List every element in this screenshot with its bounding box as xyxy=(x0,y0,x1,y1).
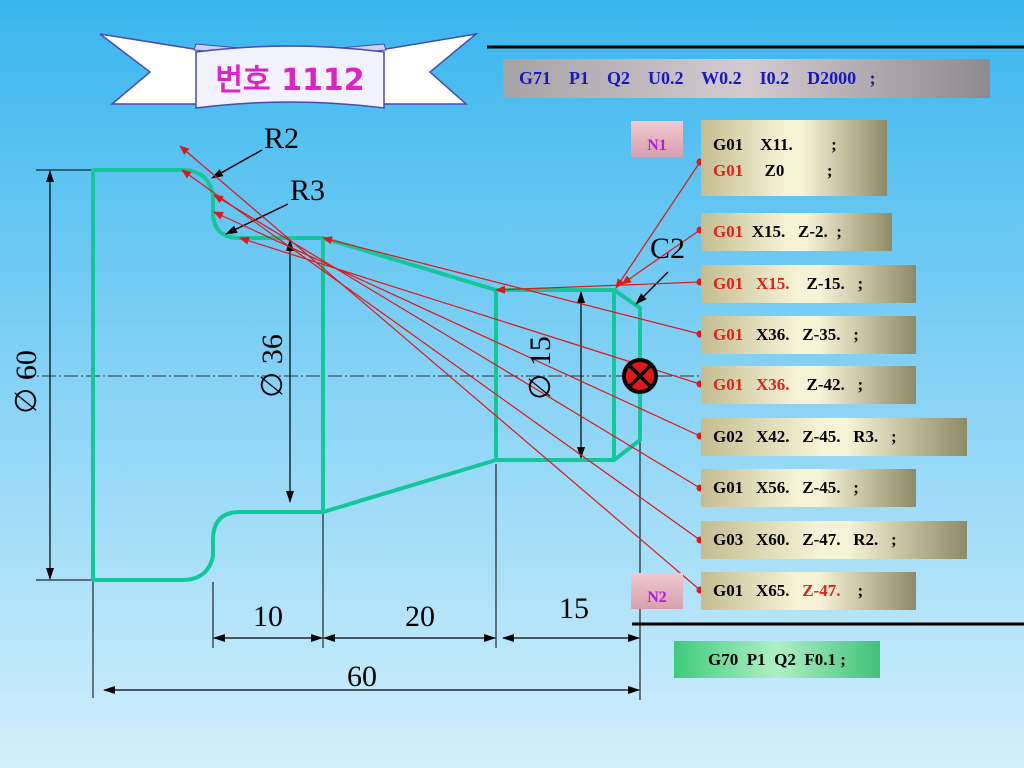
n1-tag: N1 xyxy=(631,121,683,157)
origin-marker-icon xyxy=(622,358,658,394)
radius-label-r2: R2 xyxy=(264,122,299,155)
program-line: G01 Z0 ; xyxy=(713,161,833,181)
code-token: Z-42. ; xyxy=(789,375,864,394)
program-block: G01 X15. Z-15. ; xyxy=(701,265,916,303)
program-line: G01 X56. Z-45. ; xyxy=(713,478,859,498)
code-token-highlight: X15. xyxy=(755,274,790,293)
code-token-highlight: Z-47. xyxy=(802,581,841,600)
code-token-highlight: G01 xyxy=(713,161,744,180)
program-block: G01 X15. Z-2. ; xyxy=(701,213,892,251)
g71-cycle-code: G71 P1 Q2 U0.2 W0.2 I0.2 D2000 ; xyxy=(503,59,990,98)
code-token-highlight: G01 xyxy=(713,325,744,344)
diameter-label-36: ∅ 36 xyxy=(256,334,289,398)
code-token: ; xyxy=(784,161,833,180)
radius-label-r3: R3 xyxy=(290,174,325,207)
code-token: G01 X11. xyxy=(713,135,793,154)
code-token: Z0 xyxy=(743,161,785,180)
code-token-highlight: G01 xyxy=(713,274,744,293)
length-label-20: 20 xyxy=(405,600,435,633)
program-block: G01 X36. Z-35. ; xyxy=(701,316,916,354)
page-title: 번호 1112 xyxy=(215,63,364,98)
title-ribbon xyxy=(99,32,479,109)
code-token-highlight: X36. xyxy=(755,375,790,394)
code-token: G01 X65. xyxy=(713,581,803,600)
code-token: ; xyxy=(792,135,837,154)
program-block: G01 X56. Z-45. ; xyxy=(701,469,916,507)
program-block: G01 X36. Z-42. ; xyxy=(701,366,916,404)
radius-leaders xyxy=(211,149,669,305)
program-line: G01 X15. Z-15. ; xyxy=(713,274,863,294)
chamfer-label-c2: C2 xyxy=(650,232,685,265)
code-token: X15. Z-2. ; xyxy=(743,222,842,241)
extension-lines xyxy=(36,169,641,700)
g70-finish-code: G70 P1 Q2 F0.1 ; xyxy=(674,641,880,678)
program-line: G01 X65. Z-47. ; xyxy=(713,581,863,601)
code-token xyxy=(743,274,756,294)
length-label-15: 15 xyxy=(559,592,589,625)
program-block: G02 X42. Z-45. R3. ; xyxy=(701,418,967,456)
program-line: G01 X15. Z-2. ; xyxy=(713,222,842,242)
program-leaders xyxy=(179,145,701,591)
program-line: G01 X36. Z-35. ; xyxy=(713,325,859,345)
dimension-lines xyxy=(46,170,640,694)
length-label-60: 60 xyxy=(347,660,377,693)
n2-tag: N2 xyxy=(631,573,683,609)
code-token: Z-15. ; xyxy=(789,274,864,293)
program-line: G03 X60. Z-47. R2. ; xyxy=(713,530,897,550)
length-label-10: 10 xyxy=(253,600,283,633)
code-token: G02 X42. Z-45. R3. ; xyxy=(713,427,897,446)
program-block: G01 X11. ; G01 Z0 ; xyxy=(701,120,887,196)
program-block: G03 X60. Z-47. R2. ; xyxy=(701,521,967,559)
program-block: G01 X65. Z-47. ; xyxy=(701,572,916,610)
program-line: G01 X36. Z-42. ; xyxy=(713,375,863,395)
code-token-highlight: G01 xyxy=(713,222,744,241)
code-token: ; xyxy=(840,581,864,600)
part-outline xyxy=(91,168,642,582)
code-token-highlight: G01 xyxy=(713,375,744,394)
diameter-label-15: ∅ 15 xyxy=(524,336,557,400)
code-token: G01 X56. Z-45. ; xyxy=(713,478,859,497)
code-token: X36. Z-35. ; xyxy=(743,325,859,344)
diameter-label-60: ∅ 60 xyxy=(10,350,43,414)
program-line: G02 X42. Z-45. R3. ; xyxy=(713,427,897,447)
program-line: G01 X11. ; xyxy=(713,135,837,155)
code-token: G03 X60. Z-47. R2. ; xyxy=(713,530,897,549)
code-token xyxy=(743,375,756,395)
